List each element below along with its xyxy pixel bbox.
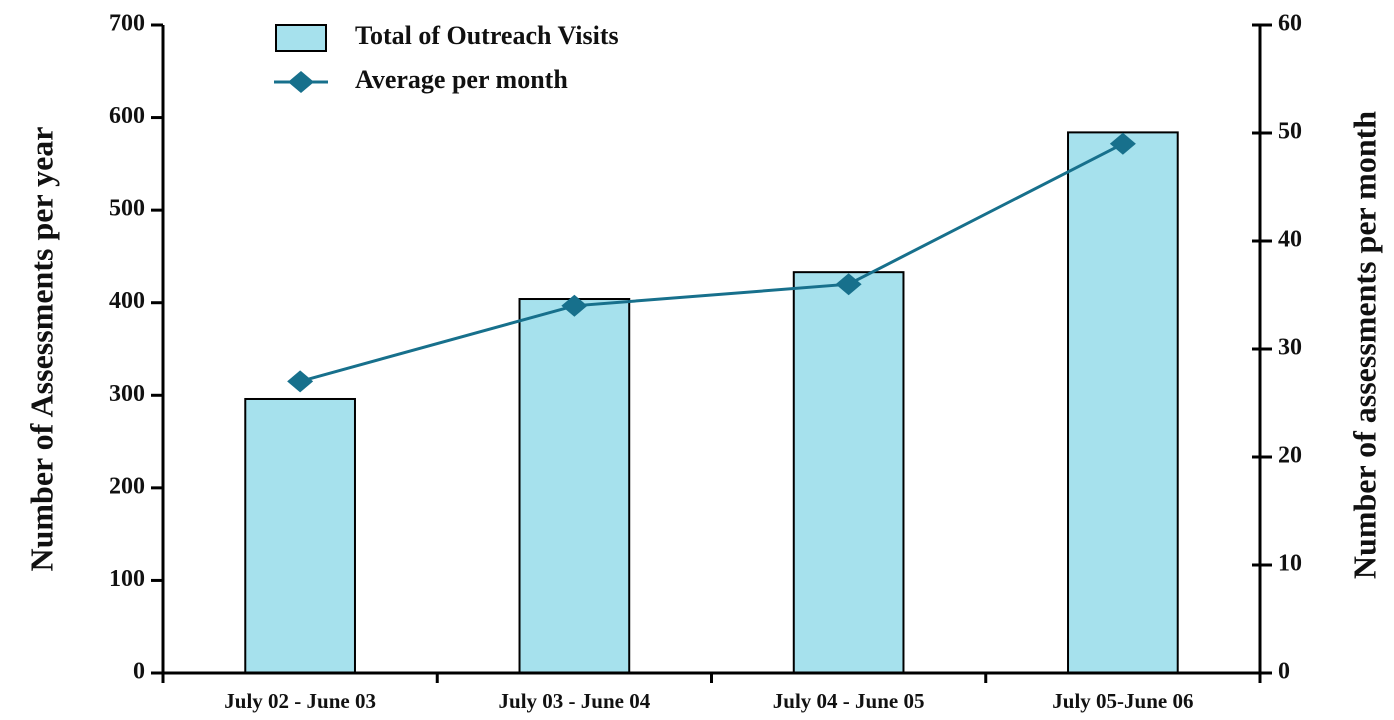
bar	[1067, 131, 1179, 674]
bar	[518, 298, 631, 674]
y2-tick-label: 50	[1278, 119, 1302, 145]
y2-axis-label: Number of assessments per month	[1346, 111, 1382, 579]
legend-marker	[288, 71, 314, 93]
bar	[792, 271, 905, 674]
y2-tick-label: 40	[1278, 227, 1302, 253]
legend-swatch	[275, 24, 327, 52]
x-tick-label: July 03 - June 04	[499, 689, 651, 713]
marker	[287, 370, 314, 393]
y-tick-label: 0	[133, 659, 145, 685]
y-tick-label: 600	[109, 103, 145, 129]
y2-tick-label: 30	[1278, 335, 1302, 361]
marker	[1109, 132, 1136, 155]
y-axis-label: Number of Assessments per year	[23, 127, 59, 572]
y2-tick-label: 0	[1278, 659, 1290, 685]
y-tick-label: 200	[109, 473, 145, 499]
y2-tick-label: 60	[1278, 11, 1302, 37]
x-tick-label: July 05-June 06	[1052, 689, 1193, 713]
line	[299, 142, 1124, 383]
bar	[244, 397, 356, 674]
legend-label: Average per month	[355, 65, 568, 94]
legend-label: Total of Outreach Visits	[355, 21, 619, 50]
marker	[561, 294, 588, 317]
y2-tick-label: 10	[1278, 551, 1302, 577]
y-tick-label: 700	[109, 11, 145, 37]
y-tick-label: 100	[109, 566, 145, 592]
x-tick-label: July 02 - June 03	[224, 689, 376, 713]
y-tick-label: 300	[109, 381, 145, 407]
y-tick-label: 400	[109, 288, 145, 314]
y-tick-label: 500	[109, 196, 145, 222]
x-tick-label: July 04 - June 05	[773, 689, 925, 713]
marker	[835, 273, 862, 296]
y2-tick-label: 20	[1278, 443, 1302, 469]
